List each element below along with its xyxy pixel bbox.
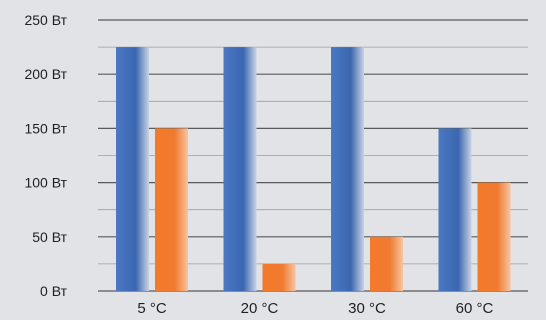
y-tick-label: 150 Вт [24, 120, 67, 136]
y-tick-label: 50 Вт [32, 229, 67, 245]
bar-series-2-3 [477, 182, 511, 291]
y-tick-label: 0 Вт [40, 283, 68, 299]
y-tick-label: 250 Вт [24, 12, 67, 28]
bar-series-1-2 [331, 47, 364, 291]
y-axis-ticks: 0 Вт 50 Вт 100 Вт 150 Вт 200 Вт 250 Вт [24, 12, 67, 299]
bar-series-1-1 [223, 47, 257, 291]
x-category-label: 20 °C [241, 300, 279, 317]
bar-series-1-0 [116, 47, 149, 291]
x-category-label: 30 °C [348, 300, 386, 317]
x-category-label: 5 °C [137, 300, 167, 317]
bar-series-2-0 [155, 128, 188, 291]
x-category-label: 60 °C [456, 300, 494, 317]
y-tick-label: 200 Вт [24, 66, 67, 82]
bar-series-2-1 [262, 263, 296, 291]
y-tick-label: 100 Вт [24, 175, 67, 191]
bar-series-2-2 [370, 236, 403, 291]
x-axis-ticks: 5 °C 20 °C 30 °C 60 °C [137, 300, 493, 317]
bar-series-1-3 [438, 128, 472, 291]
bars [116, 47, 511, 291]
